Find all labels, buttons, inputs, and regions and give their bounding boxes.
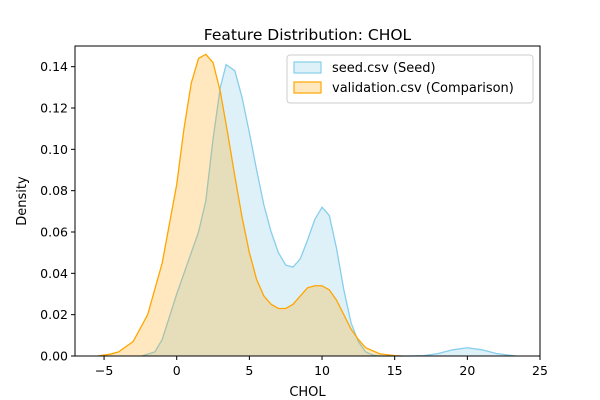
- y-tick-label: 0.08: [40, 183, 68, 198]
- x-tick-label: −5: [95, 363, 113, 378]
- series-line-2: [98, 53, 402, 357]
- y-tick-label: 0.06: [40, 225, 68, 240]
- plot-frame: [74, 45, 541, 357]
- legend-swatch-1: [293, 61, 322, 74]
- legend: seed.csv (Seed) validation.csv (Compariso…: [286, 54, 534, 104]
- legend-swatch-2: [293, 81, 322, 94]
- y-tick-label: 0.10: [40, 142, 68, 157]
- legend-label-1: seed.csv (Seed): [332, 61, 436, 76]
- y-axis-label: Density: [15, 176, 30, 226]
- y-tick-label: 0.14: [40, 59, 68, 74]
- x-tick-label: 10: [314, 363, 330, 378]
- series-area-1: [141, 64, 516, 356]
- x-tick-label: 15: [387, 363, 403, 378]
- y-tick-label: 0.00: [40, 349, 68, 364]
- x-axis-label: CHOL: [289, 385, 326, 400]
- x-tick-label: 20: [459, 363, 475, 378]
- x-tick-label: 0: [173, 363, 181, 378]
- y-tick-label: 0.12: [40, 101, 68, 116]
- legend-label-2: validation.csv (Comparison): [332, 81, 514, 96]
- x-axis-ticks: −5 0 5 10 15 20 25: [95, 356, 548, 378]
- y-axis-ticks: 0.00 0.02 0.04 0.06 0.08 0.10 0.12 0.14: [40, 59, 75, 364]
- chart-title: Feature Distribution: CHOL: [204, 26, 412, 44]
- series-area-2: [98, 54, 402, 357]
- x-tick-label: 5: [245, 363, 253, 378]
- y-tick-label: 0.04: [40, 266, 68, 281]
- x-tick-label: 25: [532, 363, 548, 378]
- y-tick-label: 0.02: [40, 307, 68, 322]
- legend-box: [286, 54, 534, 104]
